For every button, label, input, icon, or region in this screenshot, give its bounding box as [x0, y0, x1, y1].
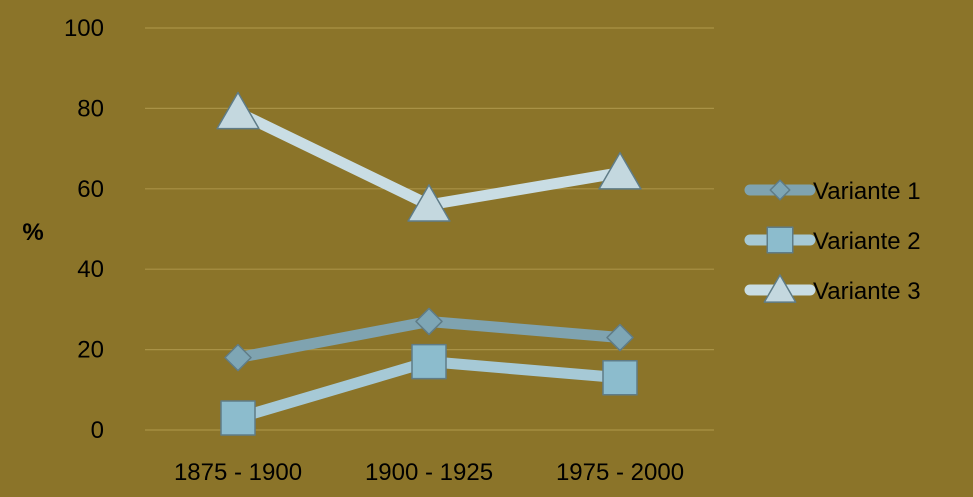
series-lines	[216, 91, 642, 436]
x-tick-label: 1875 - 1900	[174, 459, 302, 486]
y-tick-label: 40	[77, 256, 104, 283]
data-point	[220, 400, 256, 436]
data-point	[606, 323, 634, 352]
data-point	[407, 184, 451, 222]
axis-labels: % 0 20 40 60 80 100 1875 - 1900 1900 - 1925 1975…	[22, 15, 684, 486]
legend: Variante 1 Variante 2 Variante 3	[744, 178, 921, 305]
y-tick-label: 100	[64, 15, 104, 42]
data-point	[224, 343, 252, 372]
data-point	[602, 359, 638, 396]
y-axis-label: %	[22, 219, 43, 246]
data-point	[598, 152, 642, 190]
legend-marker	[769, 179, 791, 201]
y-tick-label: 60	[77, 176, 104, 203]
legend-marker	[766, 226, 794, 254]
y-tick-label: 20	[77, 337, 104, 364]
x-tick-label: 1975 - 2000	[556, 459, 684, 486]
y-tick-label: 0	[91, 417, 104, 444]
legend-label: Variante 1	[813, 178, 921, 205]
data-point	[415, 307, 443, 336]
y-tick-label: 80	[77, 95, 104, 122]
x-tick-label: 1900 - 1925	[365, 459, 493, 486]
data-point	[216, 91, 260, 130]
legend-label: Variante 2	[813, 228, 921, 255]
legend-marker	[763, 274, 797, 303]
legend-label: Variante 3	[813, 278, 921, 305]
data-point	[411, 343, 447, 380]
